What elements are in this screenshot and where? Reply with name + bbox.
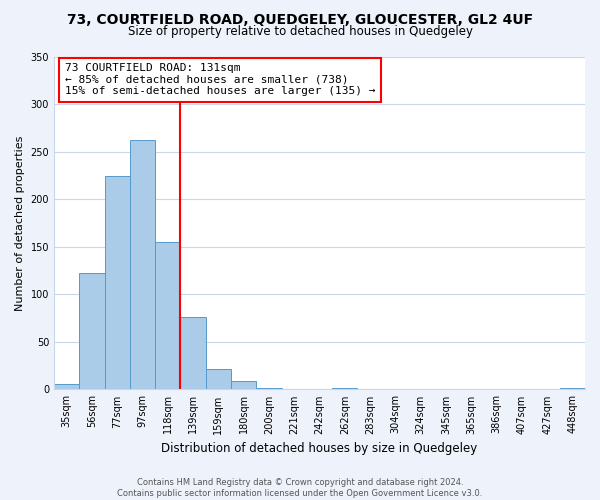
- Bar: [181, 317, 206, 390]
- Bar: [130, 140, 155, 390]
- Bar: [54, 384, 79, 390]
- Bar: [332, 388, 358, 390]
- Text: Size of property relative to detached houses in Quedgeley: Size of property relative to detached ho…: [128, 25, 473, 38]
- Text: Contains HM Land Registry data © Crown copyright and database right 2024.
Contai: Contains HM Land Registry data © Crown c…: [118, 478, 482, 498]
- Bar: [104, 176, 130, 390]
- Bar: [560, 388, 585, 390]
- Bar: [256, 388, 281, 390]
- Bar: [155, 242, 181, 390]
- Bar: [206, 370, 231, 390]
- Y-axis label: Number of detached properties: Number of detached properties: [15, 136, 25, 310]
- Text: 73 COURTFIELD ROAD: 131sqm
← 85% of detached houses are smaller (738)
15% of sem: 73 COURTFIELD ROAD: 131sqm ← 85% of deta…: [65, 63, 375, 96]
- Text: 73, COURTFIELD ROAD, QUEDGELEY, GLOUCESTER, GL2 4UF: 73, COURTFIELD ROAD, QUEDGELEY, GLOUCEST…: [67, 12, 533, 26]
- Bar: [231, 381, 256, 390]
- X-axis label: Distribution of detached houses by size in Quedgeley: Distribution of detached houses by size …: [161, 442, 478, 455]
- Bar: [79, 274, 104, 390]
